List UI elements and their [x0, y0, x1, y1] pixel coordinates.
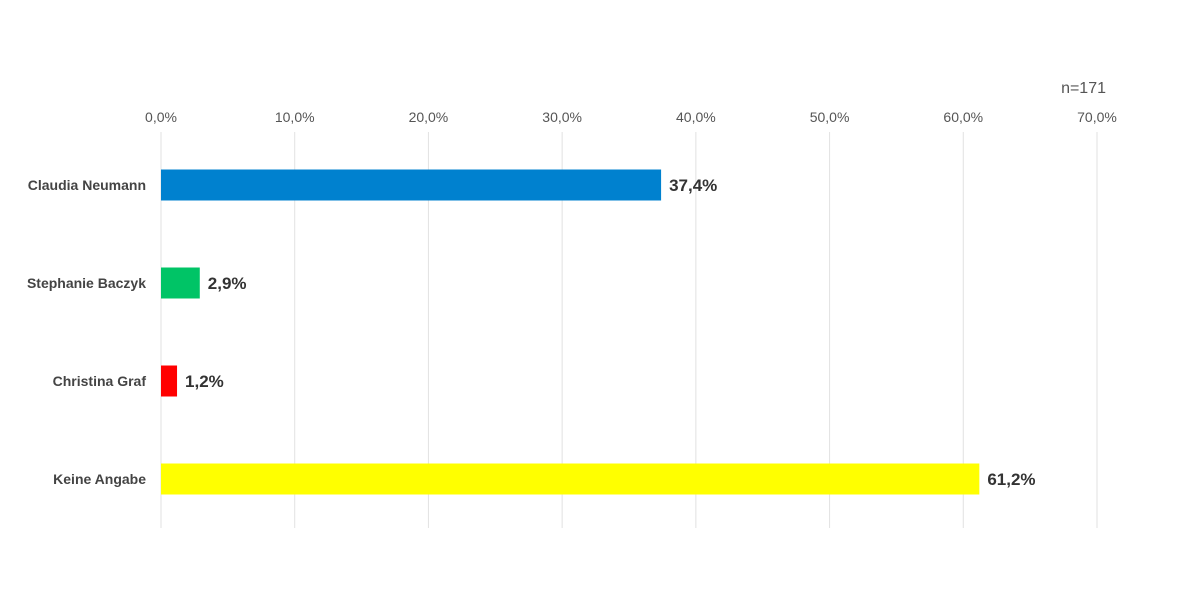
data-label: 1,2% [185, 372, 224, 391]
x-tick-label: 30,0% [542, 109, 582, 125]
bar [161, 169, 662, 201]
category-labels: Claudia Neumann Stephanie Baczyk Christina… [27, 177, 146, 487]
x-tick-label: 10,0% [275, 109, 315, 125]
data-label: 61,2% [987, 470, 1035, 489]
bars [161, 169, 980, 495]
data-label: 37,4% [669, 176, 717, 195]
x-tick-label: 60,0% [943, 109, 983, 125]
x-tick-label: 0,0% [145, 109, 177, 125]
category-label: Keine Angabe [53, 471, 146, 487]
sample-size-note: n=171 [1061, 80, 1106, 97]
x-tick-label: 20,0% [409, 109, 449, 125]
category-label: Claudia Neumann [28, 177, 146, 193]
category-label: Christina Graf [53, 373, 147, 389]
category-label: Stephanie Baczyk [27, 275, 146, 291]
x-tick-label: 50,0% [810, 109, 850, 125]
x-axis-tick-labels: 0,0% 10,0% 20,0% 30,0% 40,0% 50,0% 60,0% 70,0% [145, 109, 1117, 125]
x-tick-label: 70,0% [1077, 109, 1117, 125]
bar [161, 365, 178, 397]
data-label: 2,9% [208, 274, 247, 293]
bar [161, 267, 200, 299]
data-labels: 37,4% 2,9% 1,2% 61,2% [185, 176, 1035, 489]
x-tick-label: 40,0% [676, 109, 716, 125]
bar [161, 463, 980, 495]
